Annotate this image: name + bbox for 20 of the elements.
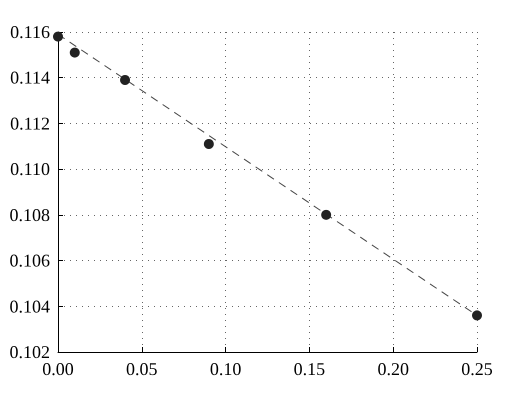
x-tick-label: 0.15 xyxy=(294,359,326,379)
y-tick-label: 0.110 xyxy=(10,159,50,180)
y-tick-label: 0.116 xyxy=(10,22,50,42)
x-tick-label: 0.05 xyxy=(126,359,158,379)
point xyxy=(120,75,130,85)
y-tick-label: 0.108 xyxy=(10,204,50,225)
y-tick-label: 0.104 xyxy=(10,296,50,316)
y-tick-label: 0.102 xyxy=(10,342,50,362)
x-tick-label: 0.20 xyxy=(377,359,409,379)
point xyxy=(204,139,214,149)
x-tick-label: 0.25 xyxy=(461,359,493,379)
x-tick-label: 0.00 xyxy=(42,359,74,379)
y-tick-label: 0.114 xyxy=(10,68,50,88)
point xyxy=(53,32,63,42)
y-tick-label: 0.106 xyxy=(10,250,50,271)
point xyxy=(70,48,80,58)
point xyxy=(321,210,332,220)
y-tick-label: 0.112 xyxy=(10,113,50,134)
point xyxy=(472,310,482,320)
x-tick-label: 0.10 xyxy=(210,359,242,379)
